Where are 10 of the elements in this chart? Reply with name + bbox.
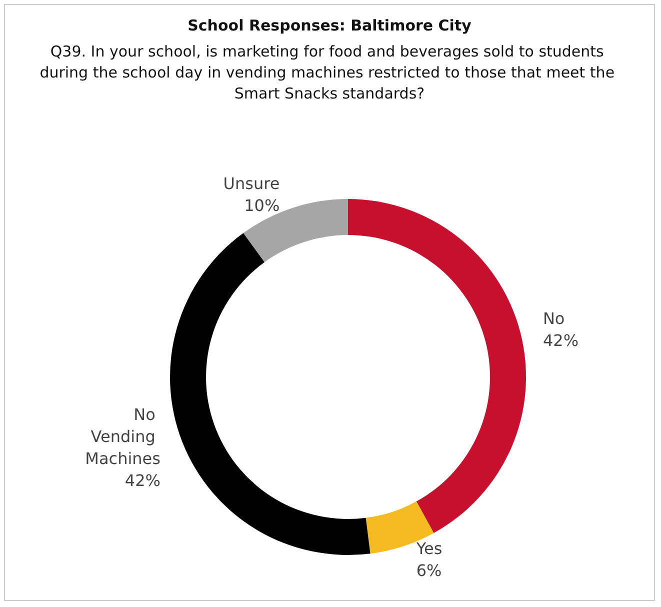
slice-label: No bbox=[542, 308, 565, 328]
slice-label: Yes bbox=[415, 539, 442, 558]
data-label: 42% bbox=[124, 471, 160, 490]
chart-subtitle: Q39. In your school, is marketing for food and beverages sold to students during the school day in vending machines restricted to those that meet the Smart Snacks standards? bbox=[40, 42, 620, 102]
data-label: 10% bbox=[244, 196, 280, 215]
slice-label: No Vending Machines bbox=[85, 405, 160, 468]
chart-title: School Responses: Baltimore City bbox=[188, 16, 472, 34]
data-label: 42% bbox=[542, 330, 579, 350]
data-label: 6% bbox=[416, 561, 442, 580]
slice-label: Unsure bbox=[223, 174, 280, 193]
